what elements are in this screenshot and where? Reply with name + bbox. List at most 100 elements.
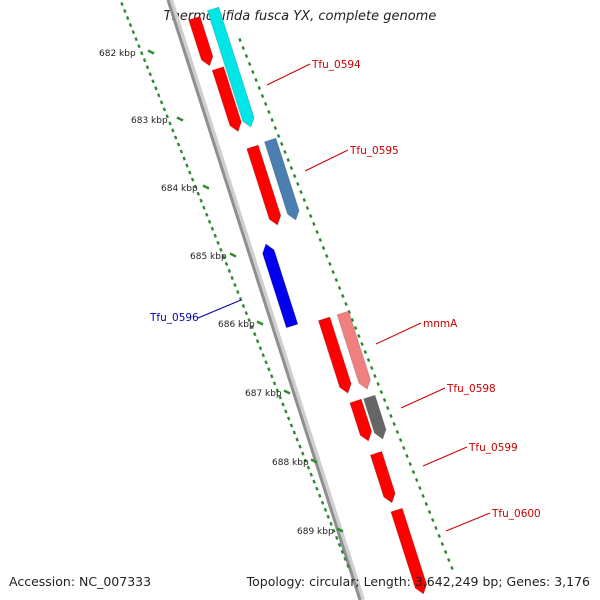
- inner-tick-mark: [270, 374, 274, 379]
- gene-arrow-mnma: [336, 310, 371, 390]
- gene-label-tfu_0594: Tfu_0594: [311, 59, 361, 71]
- outer-tick-mark: [450, 565, 454, 571]
- tick-label: 686 kbp: [218, 320, 255, 330]
- outer-tick-mark: [411, 469, 416, 475]
- outer-tick-mark: [431, 517, 435, 523]
- inner-tick-mark: [286, 416, 291, 421]
- outer-tick-mark: [328, 261, 332, 267]
- backbone: [166, 0, 365, 600]
- feature-labels: Tfu_0594 Tfu_0595 Tfu_0596 mnmA Tfu_0598 Tfu_…: [149, 59, 541, 532]
- outer-tick-mark: [376, 381, 380, 387]
- outer-tick-mark: [296, 181, 300, 187]
- tick-label: 683 kbp: [131, 116, 168, 126]
- outer-tick-mark: [280, 141, 284, 147]
- inner-tick-mark: [255, 339, 260, 344]
- outer-tick-mark: [398, 437, 403, 443]
- inner-tick-mark: [182, 156, 186, 161]
- cds-arrow: [349, 398, 373, 442]
- tick-label: 689 kbp: [297, 527, 334, 537]
- major-tick-mark: [147, 49, 155, 55]
- inner-tick-mark: [123, 9, 127, 14]
- outer-tick-mark: [299, 189, 303, 195]
- inner-tick-mark: [292, 430, 297, 435]
- inner-tick-mark: [188, 170, 192, 175]
- inner-tick-mark: [120, 1, 124, 7]
- outer-tick-mark: [267, 109, 271, 115]
- major-tick-mark: [229, 252, 237, 258]
- inner-tick-mark: [148, 72, 152, 77]
- inner-tick-mark: [238, 297, 243, 302]
- outer-tick-mark: [389, 413, 393, 419]
- major-tick-mark: [336, 527, 344, 533]
- inner-tick-mark: [131, 30, 136, 35]
- cds-arrow: [390, 507, 428, 595]
- gene-label-tfu_0595: Tfu_0595: [349, 145, 399, 157]
- inner-tick-mark: [159, 100, 164, 105]
- cds-arrow: [211, 66, 242, 133]
- outer-tick-mark: [392, 421, 396, 427]
- inner-tick-mark: [216, 240, 220, 245]
- map-title: Thermobifida fusca YX, complete genome: [163, 9, 437, 24]
- outer-tick-mark: [325, 253, 329, 259]
- inner-tick-mark: [185, 163, 189, 168]
- outer-tick-mark: [443, 549, 448, 555]
- outer-tick-mark: [447, 557, 451, 563]
- major-tick-mark: [256, 320, 264, 326]
- inner-tick-mark: [196, 191, 200, 196]
- gene-label-tfu_0599: Tfu_0599: [468, 442, 518, 454]
- tick-label: 685 kbp: [190, 252, 227, 262]
- inner-tick-mark: [284, 409, 288, 414]
- inner-tick-mark: [233, 282, 237, 288]
- inner-tick-mark: [142, 58, 147, 63]
- inner-tick-mark: [264, 360, 268, 365]
- leader-line: [400, 387, 446, 409]
- outer-tick-mark: [289, 165, 294, 171]
- outer-tick-mark: [382, 397, 387, 403]
- outer-tick-mark: [402, 445, 406, 451]
- outer-tick-mark: [244, 53, 249, 59]
- gene-arrow-tfu_0595: [263, 137, 300, 221]
- inner-tick-mark: [145, 65, 150, 70]
- inner-tick-mark: [128, 23, 133, 28]
- outer-tick-mark: [353, 325, 358, 331]
- outer-tick-mark: [386, 405, 390, 411]
- tick-label: 688 kbp: [272, 458, 309, 468]
- inner-tick-mark: [236, 290, 240, 295]
- inner-tick-mark: [179, 149, 184, 154]
- gene-arrow-tfu_0598: [362, 394, 387, 440]
- gene-label-mnma: mnmA: [423, 318, 458, 330]
- outer-tick-mark: [408, 461, 412, 467]
- outer-tick-mark: [312, 221, 316, 227]
- outer-tick-mark: [344, 301, 348, 307]
- major-tick-mark: [283, 389, 291, 395]
- outer-tick-mark: [440, 541, 445, 547]
- outer-tick-mark: [424, 501, 429, 507]
- inner-tick-mark: [281, 402, 285, 407]
- outer-tick-mark: [337, 285, 342, 291]
- inner-tick-mark: [205, 212, 209, 217]
- inner-tick-mark: [154, 86, 158, 91]
- leader-line: [445, 512, 491, 532]
- inner-tick-mark: [171, 128, 175, 133]
- inner-tick-mark: [210, 226, 215, 231]
- outer-tick-mark: [379, 389, 384, 395]
- inner-tick-mark: [332, 528, 336, 533]
- inner-tick-mark: [221, 254, 226, 259]
- inner-tick-mark: [326, 514, 330, 519]
- outer-tick-mark: [318, 237, 323, 243]
- outer-tick-mark: [257, 85, 261, 91]
- inner-tick-mark: [193, 184, 198, 189]
- inner-tick-mark: [244, 311, 249, 316]
- feature-shapes: [188, 6, 428, 595]
- outer-tick-mark: [360, 341, 364, 347]
- major-tick-mark: [176, 116, 184, 122]
- inner-tick-mark: [275, 388, 280, 393]
- gene-arrow-tfu_0594: [206, 6, 255, 128]
- outer-tick-track: [238, 37, 454, 571]
- accession-text: Accession: NC_007333: [9, 574, 152, 589]
- cds-arrow: [246, 144, 282, 226]
- outer-tick-mark: [421, 493, 425, 499]
- cds-arrow: [317, 316, 352, 394]
- inner-tick-mark: [329, 521, 333, 526]
